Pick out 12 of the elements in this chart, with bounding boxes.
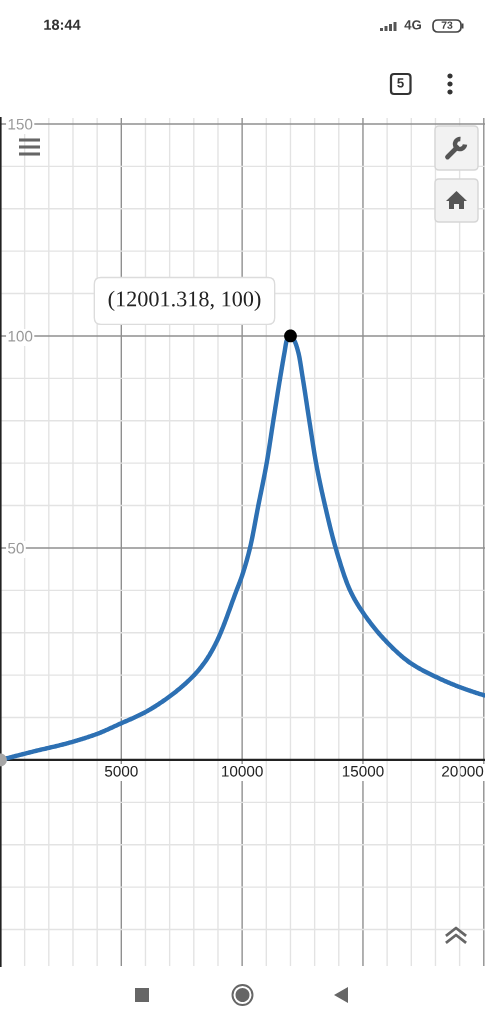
text: 73 [441, 21, 453, 29]
x-tick-label: 20000 [442, 765, 484, 777]
y-tick-label: 100 [8, 330, 33, 342]
text: 18:44 [44, 19, 81, 30]
x-tick-label: 15000 [342, 765, 384, 777]
text: 5 [397, 78, 404, 88]
y-tick-label: 50 [8, 542, 24, 554]
annotation: (12001.318, 100) [108, 290, 261, 312]
text: 4G [404, 20, 421, 30]
x-tick-label: 5000 [104, 765, 138, 777]
y-tick-label: 150 [8, 118, 33, 130]
x-tick-label: 10000 [222, 765, 263, 777]
